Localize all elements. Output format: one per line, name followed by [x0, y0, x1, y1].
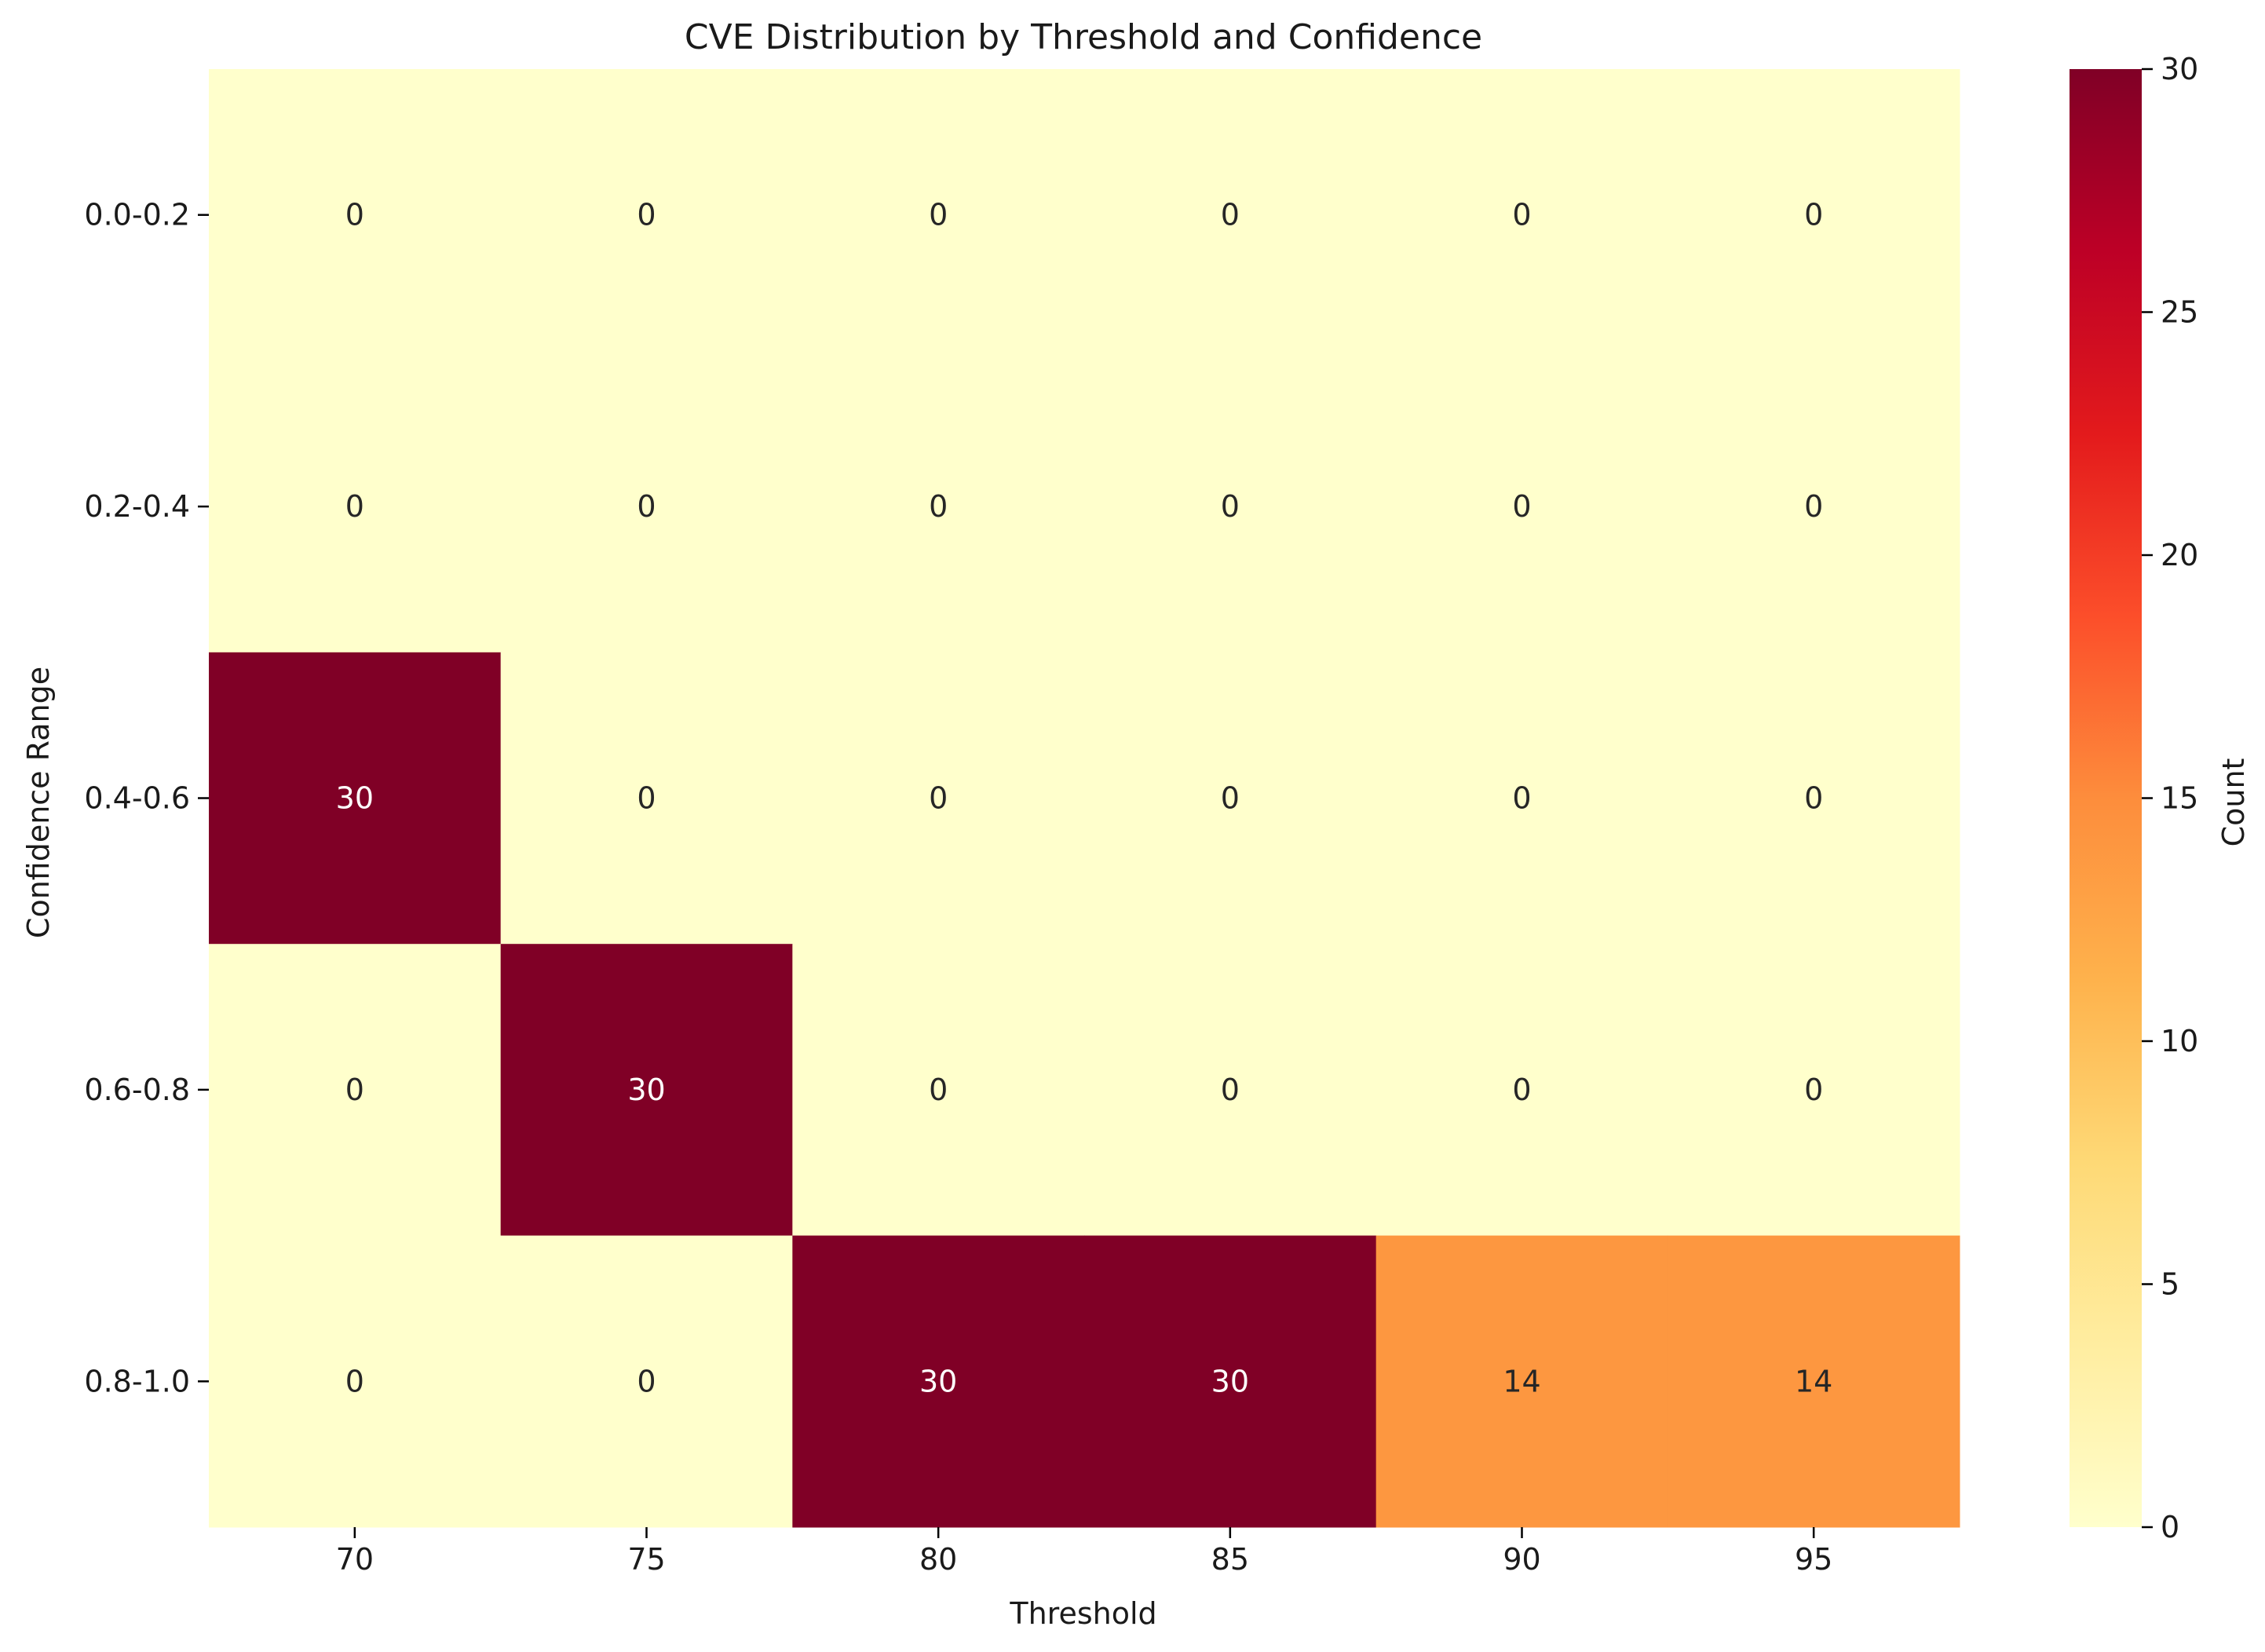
cell-value-label: 0: [1804, 489, 1823, 524]
heatmap-cell: [209, 652, 502, 945]
x-tick-label: 90: [1503, 1542, 1540, 1577]
heatmap-cell: [500, 944, 793, 1237]
heatmap-cells: [209, 69, 1960, 1528]
colorbar-tick-label: 15: [2161, 781, 2198, 816]
cell-value-label: 0: [929, 198, 948, 232]
cell-value-label: 0: [345, 489, 364, 524]
cell-value-label: 30: [919, 1364, 957, 1398]
heatmap-cell: [1084, 69, 1377, 361]
cell-value-label: 14: [1795, 1364, 1832, 1398]
cell-value-label: 0: [637, 1364, 656, 1398]
cell-value-label: 14: [1503, 1364, 1540, 1398]
cell-value-label: 0: [1804, 781, 1823, 816]
cell-value-label: 30: [336, 781, 374, 816]
cell-value-label: 0: [1512, 781, 1531, 816]
heatmap-cell: [209, 1235, 502, 1528]
colorbar-tick-label: 5: [2161, 1267, 2179, 1302]
heatmap-cell: [1668, 944, 1960, 1237]
heatmap-cell: [500, 1235, 793, 1528]
heatmap-cell: [500, 652, 793, 945]
cell-value-label: 0: [637, 489, 656, 524]
cell-value-label: 0: [929, 1073, 948, 1107]
heatmap-cell: [1668, 360, 1960, 653]
heatmap-cell: [1668, 69, 1960, 361]
heatmap-cell: [1375, 1235, 1668, 1528]
heatmap-cell: [792, 652, 1085, 945]
heatmap-cell: [209, 69, 502, 361]
heatmap-cell: [792, 360, 1085, 653]
y-tick-label: 0.2-0.4: [84, 489, 190, 524]
cell-value-label: 0: [1512, 198, 1531, 232]
cell-value-label: 0: [637, 781, 656, 816]
heatmap-cell: [1084, 1235, 1377, 1528]
heatmap-cell-labels: 0 0 0 0 0 0 0 0 0 0 0 0 30 0 0 0 0 0 0 30 0 0 0 0 0 0 30 30 14 14: [336, 198, 1833, 1399]
heatmap-cell: [500, 360, 793, 653]
colorbar-tick-label: 30: [2161, 52, 2198, 86]
cell-value-label: 0: [1221, 1073, 1240, 1107]
cell-value-label: 0: [345, 1364, 364, 1398]
y-tick-label: 0.4-0.6: [84, 781, 190, 816]
cell-value-label: 0: [1804, 198, 1823, 232]
cell-value-label: 30: [1211, 1364, 1249, 1398]
x-tick-label: 80: [919, 1542, 957, 1577]
x-tick-label: 95: [1795, 1542, 1832, 1577]
x-axis: 70 75 80 85 90 95: [336, 1527, 1832, 1577]
heatmap-cell: [792, 69, 1085, 361]
heatmap-cell: [209, 944, 502, 1237]
heatmap-cell: [1375, 360, 1668, 653]
y-axis: 0.0-0.2 0.2-0.4 0.4-0.6 0.6-0.8 0.8-1.0: [84, 198, 209, 1398]
y-tick-label: 0.6-0.8: [84, 1073, 190, 1107]
x-tick-label: 70: [336, 1542, 374, 1577]
cell-value-label: 0: [1221, 489, 1240, 524]
cell-value-label: 0: [1804, 1073, 1823, 1107]
y-axis-label: Confidence Range: [21, 667, 56, 938]
colorbar: 0 5 10 15 20 25 30: [2070, 52, 2198, 1544]
y-tick-label: 0.0-0.2: [84, 198, 190, 232]
heatmap-cell: [1668, 1235, 1960, 1528]
heatmap-cell: [500, 69, 793, 361]
cell-value-label: 0: [345, 198, 364, 232]
heatmap-cell: [1375, 944, 1668, 1237]
heatmap-cell: [792, 944, 1085, 1237]
x-axis-label: Threshold: [1009, 1596, 1156, 1631]
colorbar-tick-label: 10: [2161, 1024, 2198, 1058]
heatmap-cell: [1668, 652, 1960, 945]
heatmap-cell: [209, 360, 502, 653]
heatmap-cell: [1375, 652, 1668, 945]
heatmap-cell: [1084, 652, 1377, 945]
cell-value-label: 0: [345, 1073, 364, 1107]
chart-title: CVE Distribution by Threshold and Confid…: [685, 17, 1482, 57]
cell-value-label: 0: [1221, 198, 1240, 232]
heatmap-cell: [1084, 944, 1377, 1237]
colorbar-label: Count: [2216, 758, 2251, 847]
colorbar-tick-label: 25: [2161, 295, 2198, 330]
x-tick-label: 75: [627, 1542, 665, 1577]
cell-value-label: 0: [929, 489, 948, 524]
cell-value-label: 0: [929, 781, 948, 816]
heatmap-cell: [1375, 69, 1668, 361]
cell-value-label: 0: [1512, 489, 1531, 524]
heatmap-cell: [792, 1235, 1085, 1528]
cell-value-label: 0: [637, 198, 656, 232]
x-tick-label: 85: [1211, 1542, 1249, 1577]
colorbar-tick-label: 20: [2161, 538, 2198, 572]
colorbar-gradient: [2070, 69, 2142, 1527]
colorbar-tick-label: 0: [2161, 1510, 2179, 1544]
cell-value-label: 0: [1221, 781, 1240, 816]
y-tick-label: 0.8-1.0: [84, 1364, 190, 1398]
cell-value-label: 0: [1512, 1073, 1531, 1107]
cell-value-label: 30: [627, 1073, 665, 1107]
heatmap-cell: [1084, 360, 1377, 653]
